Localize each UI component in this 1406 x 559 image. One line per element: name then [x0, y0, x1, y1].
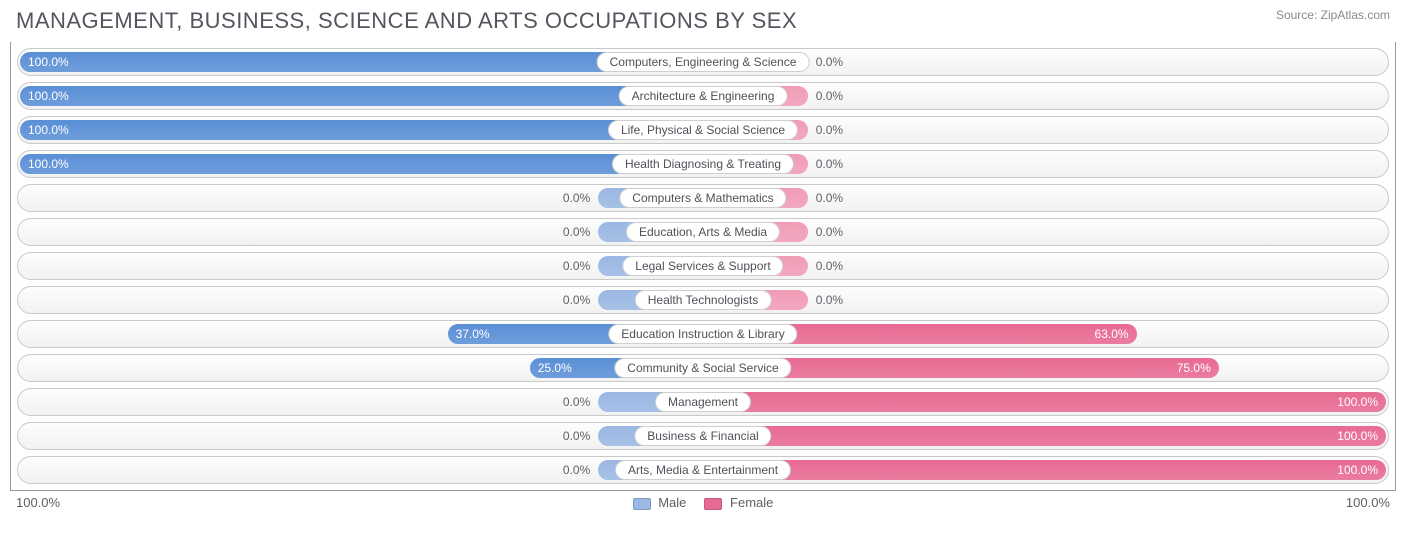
male-half: 100.0%: [18, 117, 703, 143]
male-half: 37.0%: [18, 321, 703, 347]
female-value: 0.0%: [810, 225, 849, 239]
row-label: Legal Services & Support: [622, 256, 783, 276]
source-prefix: Source:: [1276, 8, 1317, 22]
female-half: 75.0%: [703, 355, 1388, 381]
chart-title: Management, Business, Science and Arts O…: [16, 8, 797, 34]
row-label: Health Technologists: [635, 290, 772, 310]
chart-row: 0.0% 0.0% Health Technologists: [17, 286, 1389, 314]
row-label: Architecture & Engineering: [619, 86, 788, 106]
male-value: 100.0%: [20, 55, 77, 69]
row-label: Education Instruction & Library: [608, 324, 797, 344]
female-value: 0.0%: [810, 55, 849, 69]
female-half: 0.0%: [703, 185, 1388, 211]
female-value: 0.0%: [810, 123, 849, 137]
male-bar: 100.0%: [20, 86, 701, 106]
chart-header: Management, Business, Science and Arts O…: [10, 8, 1396, 42]
male-half: 100.0%: [18, 83, 703, 109]
male-value: 37.0%: [448, 327, 498, 341]
male-value: 0.0%: [557, 429, 596, 443]
female-bar: 100.0%: [705, 426, 1386, 446]
female-bar: 100.0%: [705, 460, 1386, 480]
row-label: Life, Physical & Social Science: [608, 120, 798, 140]
female-half: 100.0%: [703, 389, 1388, 415]
male-value: 0.0%: [557, 191, 596, 205]
male-half: 0.0%: [18, 287, 703, 313]
female-half: 0.0%: [703, 253, 1388, 279]
chart-row: 0.0% 0.0% Computers & Mathematics: [17, 184, 1389, 212]
male-value: 25.0%: [530, 361, 580, 375]
female-value: 100.0%: [1329, 463, 1386, 477]
row-label: Computers & Mathematics: [619, 188, 786, 208]
female-bar: 100.0%: [705, 392, 1386, 412]
row-label: Community & Social Service: [614, 358, 791, 378]
row-label: Business & Financial: [634, 426, 771, 446]
legend-item-male: Male: [633, 495, 687, 510]
male-half: 0.0%: [18, 457, 703, 483]
male-value: 0.0%: [557, 293, 596, 307]
legend-label-female: Female: [730, 495, 773, 510]
female-value: 75.0%: [1169, 361, 1219, 375]
chart-row: 100.0% 0.0% Health Diagnosing & Treating: [17, 150, 1389, 178]
male-bar: 100.0%: [20, 120, 701, 140]
female-half: 0.0%: [703, 117, 1388, 143]
legend-label-male: Male: [658, 495, 686, 510]
legend-item-female: Female: [704, 495, 773, 510]
male-value: 0.0%: [557, 395, 596, 409]
chart-source: Source: ZipAtlas.com: [1276, 8, 1390, 22]
male-value: 100.0%: [20, 157, 77, 171]
legend-swatch-male: [633, 498, 651, 510]
chart-legend: Male Female: [633, 495, 774, 510]
male-bar: 100.0%: [20, 154, 701, 174]
female-value: 0.0%: [810, 191, 849, 205]
female-value: 0.0%: [810, 157, 849, 171]
male-half: 0.0%: [18, 219, 703, 245]
female-half: 0.0%: [703, 219, 1388, 245]
row-label: Arts, Media & Entertainment: [615, 460, 791, 480]
chart-row: 0.0% 100.0% Management: [17, 388, 1389, 416]
source-name: ZipAtlas.com: [1321, 8, 1390, 22]
axis-left-label: 100.0%: [16, 495, 60, 510]
female-value: 0.0%: [810, 89, 849, 103]
chart-row: 37.0% 63.0% Education Instruction & Librar…: [17, 320, 1389, 348]
axis-right-label: 100.0%: [1346, 495, 1390, 510]
male-value: 0.0%: [557, 463, 596, 477]
male-value: 0.0%: [557, 259, 596, 273]
male-value: 0.0%: [557, 225, 596, 239]
chart-row: 0.0% 100.0% Arts, Media & Entertainment: [17, 456, 1389, 484]
male-half: 0.0%: [18, 389, 703, 415]
chart-row: 100.0% 0.0% Architecture & Engineering: [17, 82, 1389, 110]
female-value: 100.0%: [1329, 429, 1386, 443]
row-label: Health Diagnosing & Treating: [612, 154, 794, 174]
occupations-by-sex-chart: Management, Business, Science and Arts O…: [0, 0, 1406, 516]
female-value: 0.0%: [810, 293, 849, 307]
female-value: 0.0%: [810, 259, 849, 273]
legend-swatch-female: [704, 498, 722, 510]
male-value: 100.0%: [20, 89, 77, 103]
chart-footer: 100.0% Male Female 100.0%: [10, 491, 1396, 510]
male-half: 100.0%: [18, 151, 703, 177]
chart-row: 0.0% 100.0% Business & Financial: [17, 422, 1389, 450]
row-label: Management: [655, 392, 751, 412]
chart-row: 0.0% 0.0% Legal Services & Support: [17, 252, 1389, 280]
male-half: 25.0%: [18, 355, 703, 381]
male-half: 0.0%: [18, 423, 703, 449]
female-half: 0.0%: [703, 287, 1388, 313]
chart-row: 25.0% 75.0% Community & Social Service: [17, 354, 1389, 382]
female-half: 0.0%: [703, 151, 1388, 177]
female-half: 100.0%: [703, 423, 1388, 449]
chart-rows-area: 100.0%0.0%Computers, Engineering & Scien…: [10, 42, 1396, 491]
female-half: 0.0%: [703, 83, 1388, 109]
male-half: 0.0%: [18, 185, 703, 211]
chart-row: 0.0% 0.0% Education, Arts & Media: [17, 218, 1389, 246]
female-value: 63.0%: [1087, 327, 1137, 341]
chart-row: 100.0% 0.0% Life, Physical & Social Scienc…: [17, 116, 1389, 144]
row-label: Computers, Engineering & Science: [597, 52, 810, 72]
row-label: Education, Arts & Media: [626, 222, 780, 242]
chart-row: 100.0% 0.0%Computers, Engineering & Scien…: [17, 48, 1389, 76]
female-half: 63.0%: [703, 321, 1388, 347]
male-half: 0.0%: [18, 253, 703, 279]
male-value: 100.0%: [20, 123, 77, 137]
female-half: 100.0%: [703, 457, 1388, 483]
female-value: 100.0%: [1329, 395, 1386, 409]
